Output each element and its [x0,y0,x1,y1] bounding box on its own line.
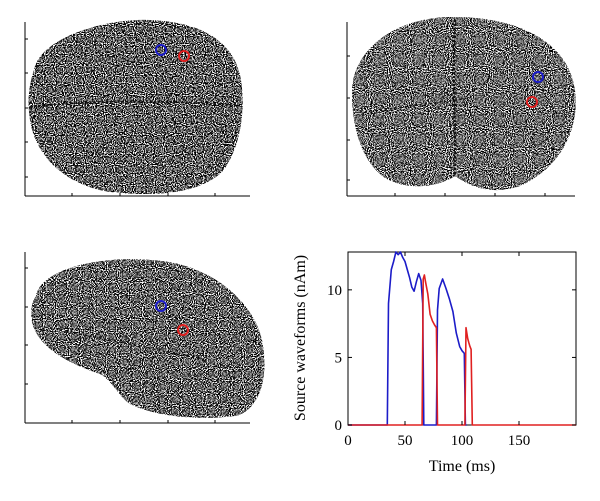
y-tick-label: 0 [335,418,343,434]
source-1-marker [155,44,167,56]
axis-frame-back-view [346,22,575,197]
axis-frame-top-view [24,22,250,197]
axis-frame-side-view [24,252,250,424]
plot-frame [347,251,577,426]
waveform-chart: 0 50 100 150 0 5 10 Time (ms) Source waveforms… [292,251,577,475]
x-tick-label: 100 [451,433,474,449]
tick-layer: 0 50 100 150 0 5 10 [327,252,576,449]
source-2-marker [178,50,190,62]
brain-panel-side-view [24,252,265,424]
brain-panel-back-view [346,16,576,197]
source-2-marker [526,96,538,108]
source-1-marker [532,71,544,83]
x-tick-label: 0 [344,433,352,449]
x-tick-label: 150 [508,433,531,449]
brain-panel-top-view [24,19,250,197]
y-tick-label: 5 [335,350,343,366]
series-line-1 [348,251,467,426]
x-axis-label: Time (ms) [429,458,496,475]
y-axis-label: Source waveforms (nAm) [292,255,309,421]
series-line-2 [348,274,576,426]
source-1-marker [155,300,167,312]
series-layer [348,251,576,426]
y-tick-label: 10 [327,283,342,299]
x-tick-label: 50 [398,433,413,449]
source-2-marker [177,324,189,336]
